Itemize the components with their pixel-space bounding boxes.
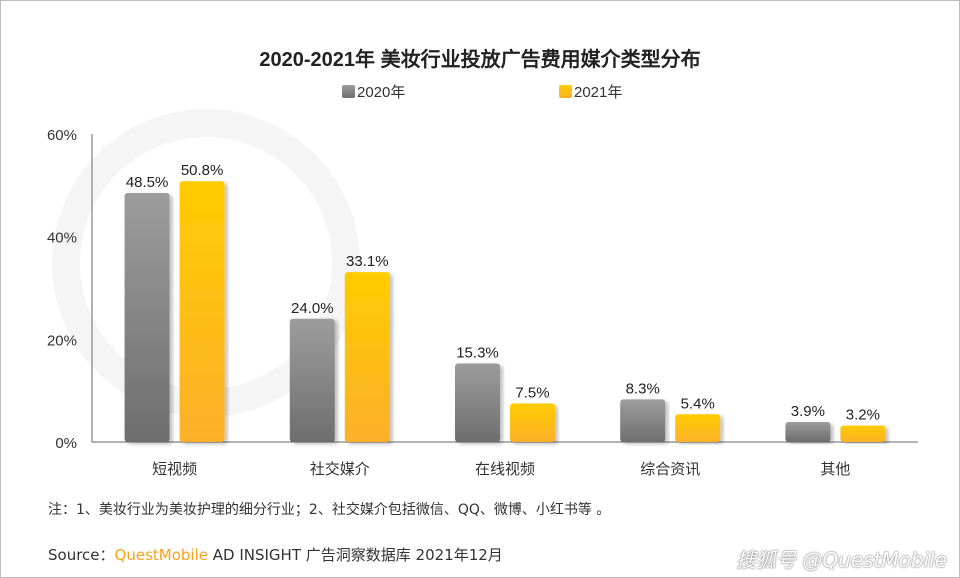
bar [179,181,225,442]
data-label: 3.9% [791,403,825,420]
x-tick-label: 在线视频 [475,461,535,478]
y-tick-label: 40% [47,230,77,247]
data-label: 24.0% [291,300,334,317]
x-tick-label: 社交媒介 [310,460,370,478]
bar [289,318,335,442]
data-label: 7.5% [515,385,549,402]
legend-swatch [559,85,572,98]
data-label: 8.3% [626,380,660,397]
data-label: 5.4% [681,395,715,412]
source-brand: QuestMobile [114,546,208,564]
data-label: 15.3% [456,344,499,361]
sohu-watermark: 搜狐号 @QuestMobile [736,548,947,572]
chart-title: 2020-2021年 美妆行业投放广告费用媒介类型分布 [259,47,700,71]
bar [510,403,555,442]
source-rest: AD INSIGHT 广告洞察数据库 2021年12月 [207,546,503,564]
bar [840,425,886,442]
footnote: 注：1、美妆行业为美妆护理的细分行业；2、社交媒介包括微信、QQ、微博、小红书等… [48,502,611,518]
legend-label: 2021年 [574,84,622,101]
y-tick-label: 0% [55,435,77,452]
bar [785,421,831,442]
bar [455,363,500,442]
bar [620,399,666,442]
bar [344,272,390,442]
legend-swatch [342,85,355,98]
x-tick-label: 短视频 [152,461,197,478]
x-tick-label: 综合资讯 [640,461,700,478]
source-line: Source：QuestMobile AD INSIGHT 广告洞察数据库 20… [48,544,503,565]
data-label: 50.8% [181,162,224,179]
y-tick-label: 20% [47,332,77,349]
bar [124,193,170,442]
source-label: Source： [48,546,115,564]
y-tick-label: 60% [47,127,77,144]
legend-label: 2020年 [357,84,405,101]
bar [675,414,721,442]
data-label: 3.2% [846,407,880,424]
x-tick-label: 其他 [820,461,850,478]
data-label: 48.5% [126,174,169,191]
data-label: 33.1% [346,253,389,270]
